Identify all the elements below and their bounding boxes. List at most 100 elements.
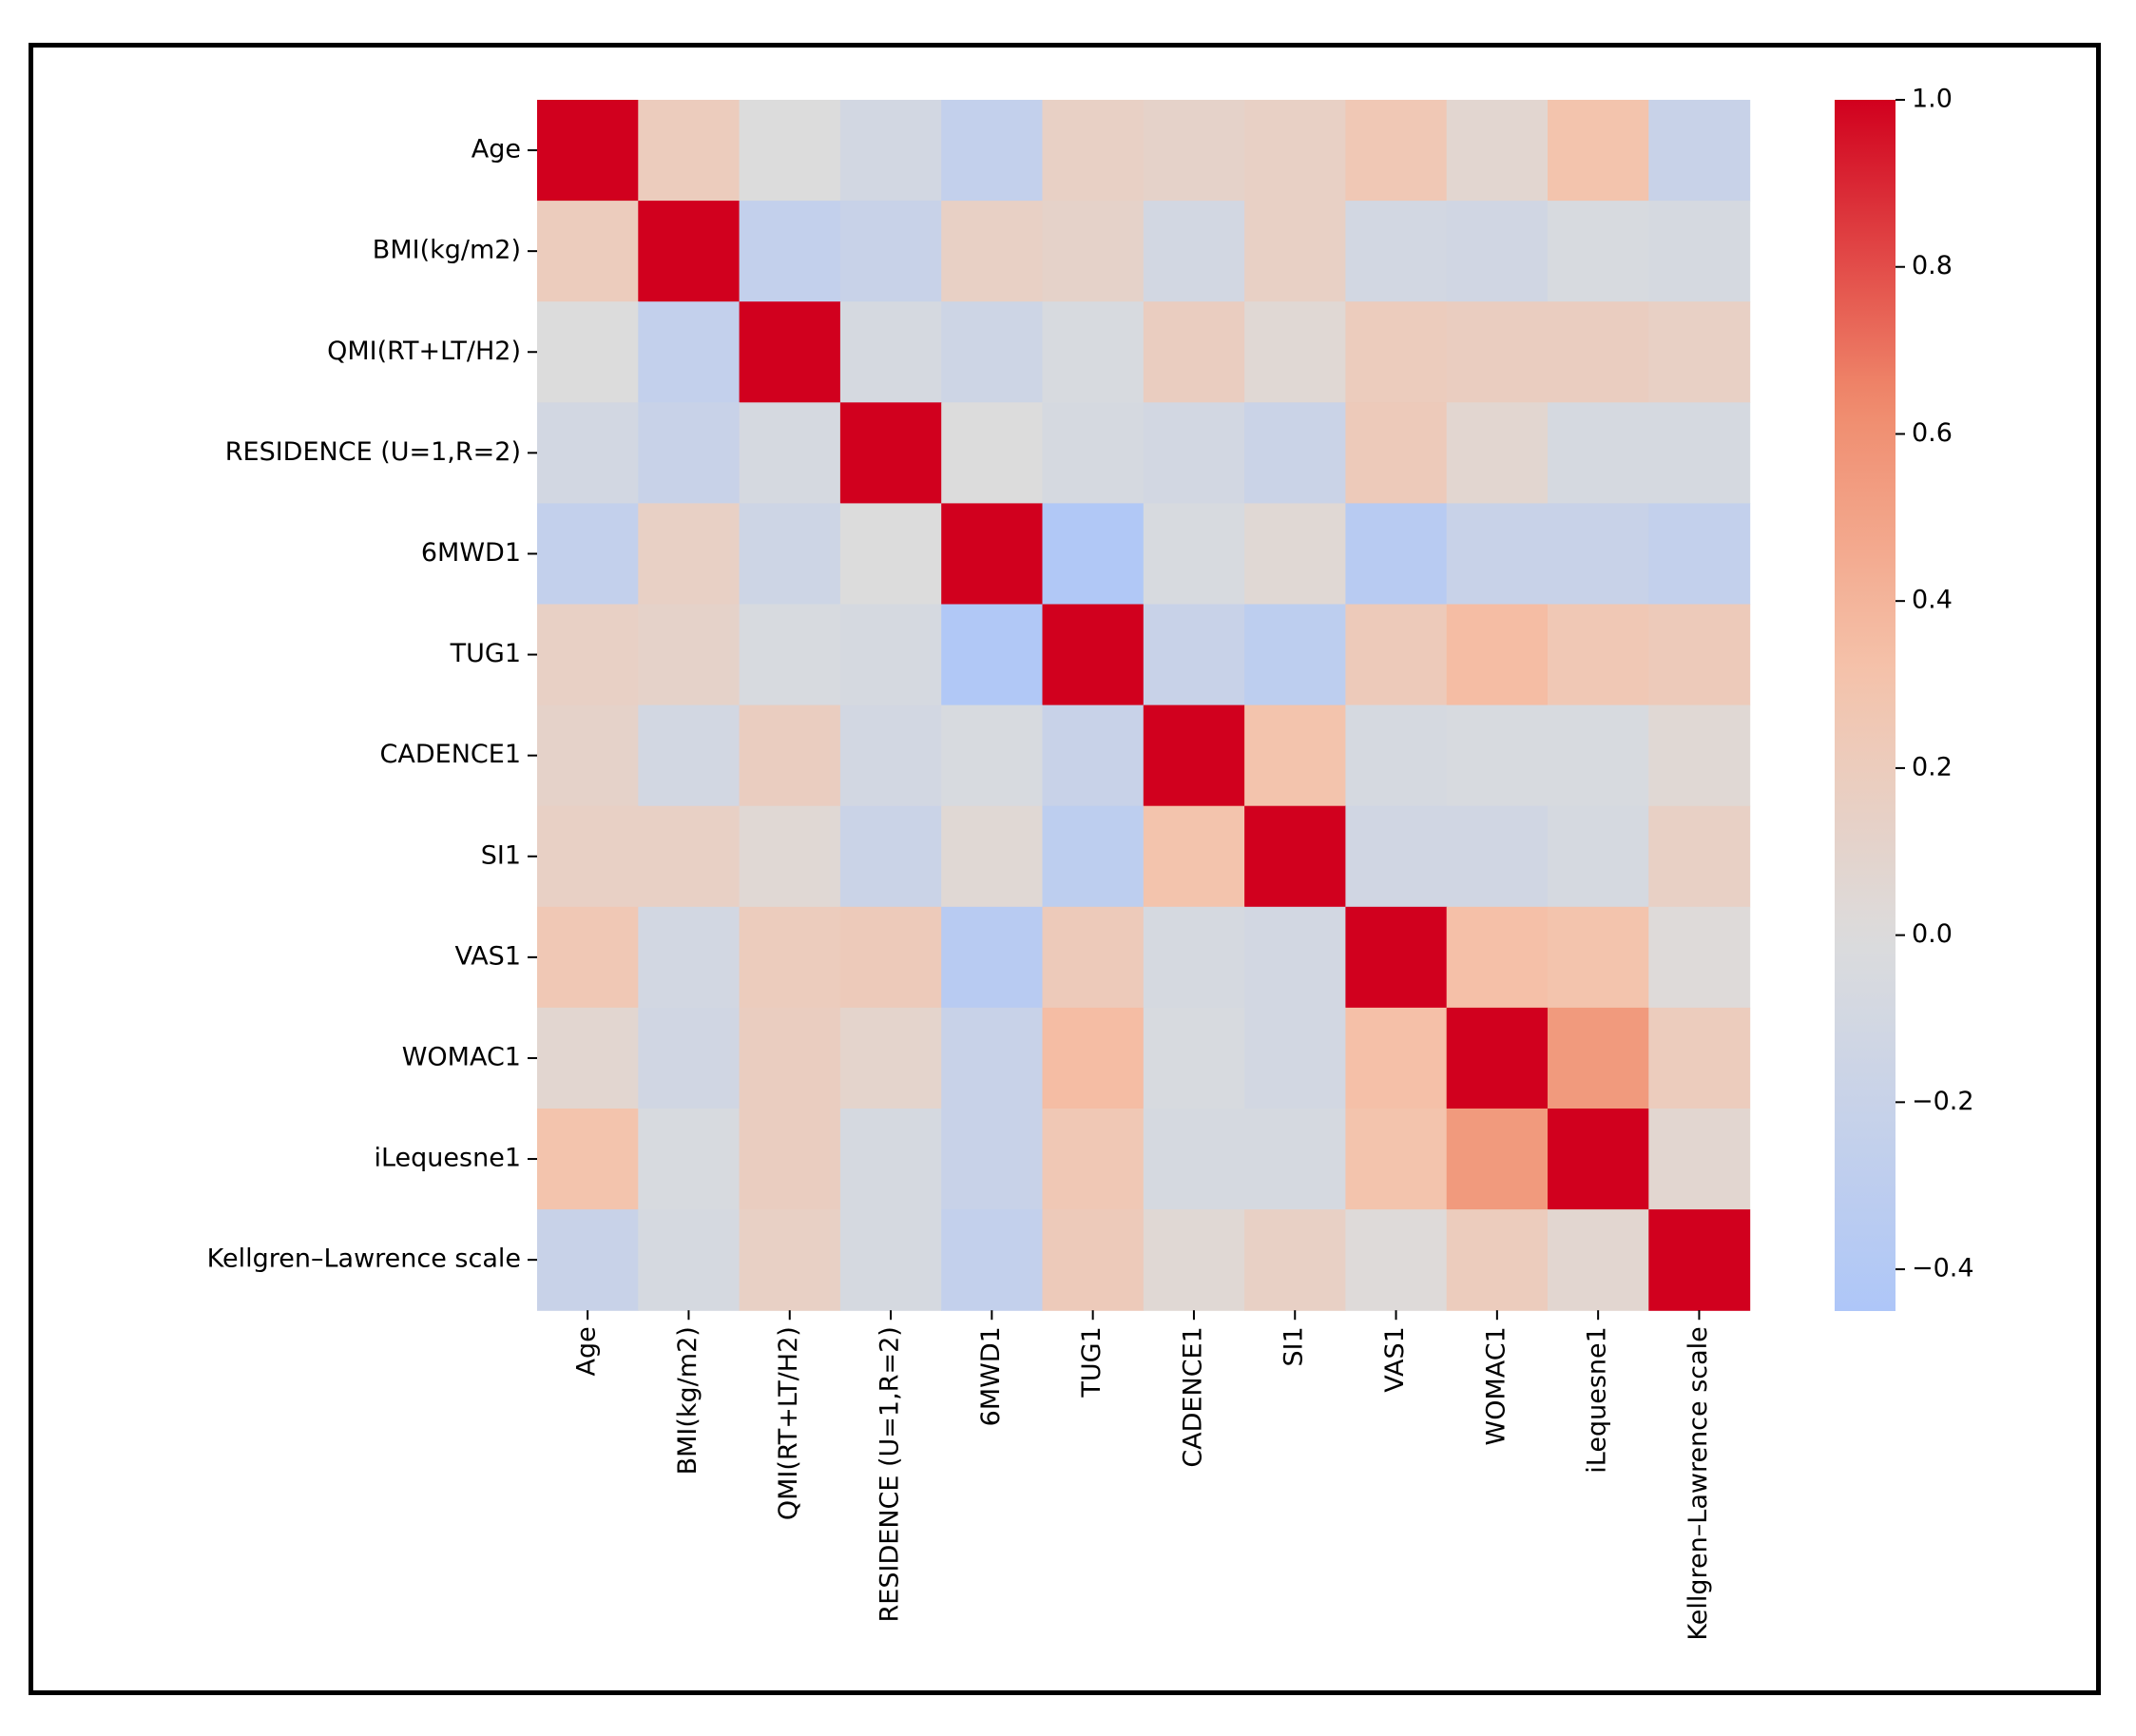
heatmap-cell <box>1648 201 1751 302</box>
heatmap-cell <box>839 100 942 202</box>
heatmap-cell <box>1548 100 1649 202</box>
heatmap-cell <box>1345 100 1448 202</box>
heatmap-cell <box>839 604 942 706</box>
x-tick-label: VAS1 <box>1380 1326 1410 1393</box>
heatmap-cell <box>638 503 741 606</box>
heatmap-cell <box>1548 1109 1649 1210</box>
heatmap-cell <box>1244 503 1346 606</box>
heatmap-cell <box>739 1109 841 1210</box>
heatmap-cell <box>1345 1109 1448 1210</box>
heatmap-cell <box>1244 301 1346 403</box>
heatmap-cell <box>1548 301 1649 403</box>
heatmap-cell <box>1244 100 1346 202</box>
x-tick-label: Age <box>572 1326 602 1376</box>
heatmap-cell <box>1648 1209 1751 1311</box>
heatmap-cell <box>1548 1209 1649 1311</box>
colorbar-tick-label: −0.2 <box>1912 1087 1974 1116</box>
heatmap-cell <box>1143 1007 1245 1109</box>
heatmap-cell <box>739 201 841 302</box>
heatmap-cell <box>1446 1007 1549 1109</box>
x-tick-label: iLequesne1 <box>1583 1326 1612 1474</box>
heatmap-cell <box>1345 906 1448 1009</box>
heatmap-cell <box>1648 100 1751 202</box>
heatmap-cell <box>839 906 942 1009</box>
heatmap-cell <box>1446 301 1549 403</box>
heatmap-cell <box>1446 604 1549 706</box>
heatmap-cell <box>1548 805 1649 908</box>
heatmap-cell <box>1548 503 1649 606</box>
x-tick-label: RESIDENCE (U=1,R=2) <box>876 1326 905 1622</box>
heatmap-cell <box>537 805 639 908</box>
y-tick-label: BMI(kg/m2) <box>373 236 521 265</box>
heatmap-cell <box>537 1209 639 1311</box>
heatmap-cell <box>739 1007 841 1109</box>
heatmap-cell <box>1446 906 1549 1009</box>
heatmap-cell <box>739 402 841 504</box>
colorbar-tick-label: 0.6 <box>1912 418 1953 448</box>
heatmap-cell <box>739 906 841 1009</box>
x-tick-label: SI1 <box>1280 1326 1309 1366</box>
heatmap-cell <box>1548 402 1649 504</box>
heatmap-cell <box>1042 301 1145 403</box>
heatmap-cell <box>537 906 639 1009</box>
colorbar-tick-label: 0.4 <box>1912 586 1953 615</box>
heatmap-cell <box>941 704 1044 807</box>
heatmap-cell <box>1446 805 1549 908</box>
heatmap-cell <box>537 402 639 504</box>
heatmap-cell <box>739 1209 841 1311</box>
heatmap-cell <box>1143 805 1245 908</box>
colorbar-tick-label: −0.4 <box>1912 1254 1974 1283</box>
y-tick-label: Age <box>471 135 521 164</box>
heatmap-cell <box>739 704 841 807</box>
heatmap-cell <box>1345 805 1448 908</box>
heatmap-cell <box>839 503 942 606</box>
heatmap-cell <box>1244 402 1346 504</box>
heatmap-cell <box>1244 1209 1346 1311</box>
heatmap-cell <box>1648 604 1751 706</box>
x-tick-label: Kellgren–Lawrence scale <box>1684 1326 1713 1640</box>
colorbar-tick-label: 0.8 <box>1912 251 1953 280</box>
heatmap-cell <box>537 704 639 807</box>
y-tick-label: WOMAC1 <box>402 1042 521 1071</box>
heatmap-cell <box>1143 1109 1245 1210</box>
x-tick-label: WOMAC1 <box>1481 1326 1511 1445</box>
heatmap-cell <box>1345 201 1448 302</box>
y-tick-label: SI1 <box>481 840 521 870</box>
heatmap-cell <box>638 402 741 504</box>
heatmap-cell <box>638 805 741 908</box>
heatmap-cell <box>1548 604 1649 706</box>
heatmap-cell <box>1648 301 1751 403</box>
heatmap-cell <box>1446 201 1549 302</box>
figure-frame: Age BMI(kg/m2) QMI(RT+LT/H2) RESIDENCE (U=1… <box>29 43 2101 1695</box>
heatmap-cell <box>739 100 841 202</box>
x-tick-label: 6MWD1 <box>976 1326 1006 1426</box>
heatmap-cell <box>1143 100 1245 202</box>
heatmap-cell <box>1143 503 1245 606</box>
heatmap-cell <box>1446 704 1549 807</box>
heatmap-cell <box>941 503 1044 606</box>
heatmap-cell <box>1143 604 1245 706</box>
heatmap-cell <box>1648 805 1751 908</box>
heatmap-cell <box>1446 503 1549 606</box>
heatmap-cell <box>537 1007 639 1109</box>
heatmap-cell <box>1345 1209 1448 1311</box>
heatmap-cell <box>1548 201 1649 302</box>
x-tick-label: TUG1 <box>1077 1326 1106 1398</box>
heatmap-cell <box>1648 503 1751 606</box>
y-tick-label: VAS1 <box>454 941 521 971</box>
heatmap-cell <box>1446 402 1549 504</box>
heatmap-cell <box>1244 906 1346 1009</box>
correlation-heatmap: Age BMI(kg/m2) QMI(RT+LT/H2) RESIDENCE (U=1… <box>207 85 1974 1641</box>
heatmap-cell <box>1042 1109 1145 1210</box>
heatmap-cell <box>1345 301 1448 403</box>
y-tick-label: CADENCE1 <box>380 740 521 769</box>
heatmap-cell <box>1042 704 1145 807</box>
y-tick-label: iLequesne1 <box>374 1144 521 1173</box>
heatmap-cell <box>1648 906 1751 1009</box>
y-tick-label: 6MWD1 <box>421 538 521 568</box>
heatmap-cell <box>638 704 741 807</box>
heatmap-cell <box>941 805 1044 908</box>
colorbar <box>1835 100 1895 1311</box>
heatmap-cell <box>537 503 639 606</box>
heatmap-cell <box>1244 201 1346 302</box>
